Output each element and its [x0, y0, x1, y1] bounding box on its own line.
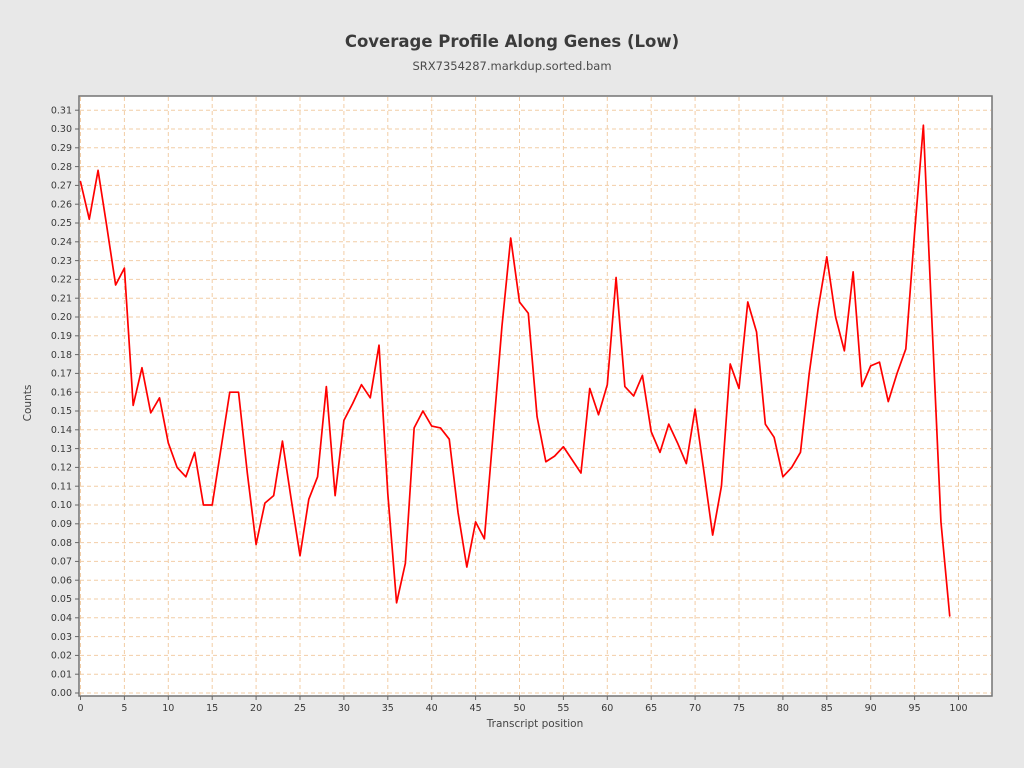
svg-text:85: 85 — [821, 703, 833, 714]
svg-text:0.13: 0.13 — [51, 444, 72, 455]
line-series — [79, 124, 951, 617]
svg-text:0.19: 0.19 — [51, 331, 72, 342]
svg-text:0.26: 0.26 — [51, 199, 72, 210]
svg-text:95: 95 — [909, 703, 921, 714]
svg-text:0.15: 0.15 — [51, 406, 72, 417]
svg-text:0.14: 0.14 — [51, 425, 72, 436]
svg-text:0.16: 0.16 — [51, 387, 72, 398]
tick-labels: 0.00 0.01 0.02 0.03 0.04 0.05 0.06 0.07 0.08 0.09… — [51, 105, 968, 714]
svg-text:80: 80 — [777, 703, 789, 714]
svg-text:45: 45 — [470, 703, 482, 714]
svg-text:20: 20 — [250, 703, 262, 714]
svg-text:0.07: 0.07 — [51, 557, 72, 568]
svg-text:0.02: 0.02 — [51, 651, 72, 662]
svg-text:50: 50 — [513, 703, 525, 714]
svg-text:0.27: 0.27 — [51, 181, 72, 192]
svg-text:0.06: 0.06 — [51, 575, 72, 586]
svg-text:0.20: 0.20 — [51, 312, 72, 323]
svg-text:0.21: 0.21 — [51, 293, 72, 304]
svg-text:0.31: 0.31 — [51, 105, 72, 116]
svg-text:0.23: 0.23 — [51, 256, 72, 267]
svg-text:0.00: 0.00 — [51, 688, 72, 699]
svg-text:10: 10 — [162, 703, 174, 714]
svg-text:0.17: 0.17 — [51, 369, 72, 380]
svg-text:0.25: 0.25 — [51, 218, 72, 229]
svg-text:0.11: 0.11 — [51, 481, 72, 492]
svg-text:0.01: 0.01 — [51, 669, 72, 680]
svg-text:25: 25 — [294, 703, 306, 714]
svg-text:65: 65 — [645, 703, 657, 714]
svg-text:0.04: 0.04 — [51, 613, 72, 624]
y-axis-label: Counts — [22, 385, 34, 422]
svg-text:0.28: 0.28 — [51, 162, 72, 173]
svg-text:5: 5 — [121, 703, 127, 714]
svg-text:60: 60 — [601, 703, 613, 714]
svg-text:0.18: 0.18 — [51, 350, 72, 361]
svg-text:0.05: 0.05 — [51, 594, 72, 605]
chart-subtitle: SRX7354287.markdup.sorted.bam — [412, 59, 611, 73]
svg-text:0.30: 0.30 — [51, 124, 72, 135]
plot-frame — [78, 95, 993, 697]
svg-text:0.10: 0.10 — [51, 500, 72, 511]
svg-text:0: 0 — [77, 703, 83, 714]
svg-text:0.03: 0.03 — [51, 632, 72, 643]
svg-text:35: 35 — [382, 703, 394, 714]
svg-text:75: 75 — [733, 703, 745, 714]
svg-text:70: 70 — [689, 703, 701, 714]
svg-text:0.12: 0.12 — [51, 463, 72, 474]
svg-text:30: 30 — [338, 703, 350, 714]
svg-text:0.29: 0.29 — [51, 143, 72, 154]
svg-text:15: 15 — [206, 703, 218, 714]
axis-ticks — [75, 109, 959, 700]
chart-title: Coverage Profile Along Genes (Low) — [345, 32, 679, 51]
svg-text:100: 100 — [949, 703, 967, 714]
svg-text:0.08: 0.08 — [51, 538, 72, 549]
svg-text:55: 55 — [557, 703, 569, 714]
svg-text:40: 40 — [426, 703, 438, 714]
x-axis-label: Transcript position — [486, 718, 583, 730]
svg-text:0.24: 0.24 — [51, 237, 72, 248]
svg-text:0.09: 0.09 — [51, 519, 72, 530]
svg-text:0.22: 0.22 — [51, 275, 72, 286]
svg-text:90: 90 — [865, 703, 877, 714]
